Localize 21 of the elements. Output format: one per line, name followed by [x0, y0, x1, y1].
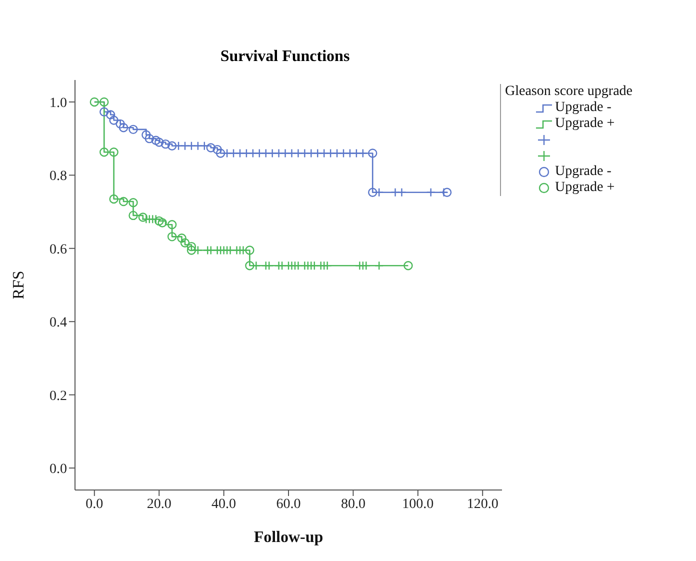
x-tick-label: 40.0	[212, 496, 236, 512]
x-tick-label: 120.0	[466, 496, 498, 512]
chart-title: Survival Functions	[219, 48, 351, 66]
legend-label: Upgrade +	[555, 116, 615, 132]
x-axis-title: Follow-up	[254, 529, 324, 546]
y-tick-label: 0.0	[50, 462, 67, 478]
legend-title: Gleason score upgrade	[505, 84, 633, 100]
y-tick-label: 0.2	[50, 388, 67, 404]
y-tick-label: 0.6	[50, 242, 67, 258]
x-tick-label: 20.0	[146, 496, 172, 512]
x-tick-label: 80.0	[340, 496, 366, 512]
legend-label: Upgrade -	[555, 164, 612, 180]
y-tick-label: 0.4	[50, 316, 67, 331]
x-tick-label: 0.0	[86, 496, 104, 512]
y-tick-label: 1.0	[50, 96, 67, 111]
y-axis-title: RFS	[10, 270, 28, 300]
y-tick-label: 0.8	[50, 169, 67, 184]
legend-label: Upgrade +	[555, 180, 615, 196]
legend-label: Upgrade -	[555, 100, 612, 116]
x-tick-label: 60.0	[276, 496, 301, 512]
x-tick-label: 100.0	[402, 496, 434, 512]
